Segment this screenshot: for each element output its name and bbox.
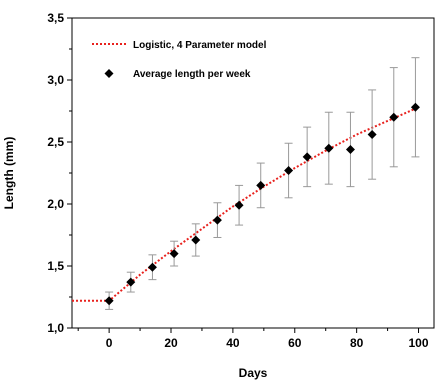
tick-layer: 0 20 40 60 80 100 1,0 1,5 2,0 2,5 3,0 3,5 xyxy=(47,11,429,350)
x-tick-label: 100 xyxy=(409,336,429,350)
data-point-diamond xyxy=(389,112,399,122)
y-tick-label: 1,5 xyxy=(47,259,64,273)
data-point-diamond xyxy=(169,249,179,259)
x-tick-label: 0 xyxy=(106,336,113,350)
data-point-group xyxy=(345,111,355,188)
data-point-diamond xyxy=(324,143,334,153)
y-tick-label: 1,0 xyxy=(47,321,64,335)
data-point-group xyxy=(410,57,420,158)
data-point-diamond xyxy=(104,296,114,306)
data-point-diamond xyxy=(284,166,294,176)
data-point-diamond xyxy=(367,130,377,140)
data-point-diamond xyxy=(410,102,420,112)
data-point-group xyxy=(147,254,157,281)
data-point-group xyxy=(302,126,312,188)
legend: Logistic, 4 Parameter model Average leng… xyxy=(92,40,267,80)
data-point-diamond xyxy=(345,144,355,154)
data-point-group xyxy=(367,89,377,180)
x-tick-label: 60 xyxy=(288,336,302,350)
data-point-diamond xyxy=(126,277,136,287)
plot-frame xyxy=(71,17,435,329)
model-curve xyxy=(72,106,419,302)
y-axis-title: Length (mm) xyxy=(2,137,16,210)
y-tick-label: 3,5 xyxy=(47,11,64,25)
x-tick-label: 80 xyxy=(350,336,364,350)
data-point-diamond xyxy=(234,200,244,210)
legend-diamond-swatch xyxy=(104,69,114,78)
y-tick-label: 3,0 xyxy=(47,73,64,87)
data-point-group xyxy=(284,142,294,199)
x-tick-label: 40 xyxy=(226,336,240,350)
x-axis-title: Days xyxy=(239,366,268,380)
data-point-group xyxy=(324,111,334,185)
data-point-diamond xyxy=(256,180,266,190)
data-point-diamond xyxy=(212,215,222,225)
data-point-group xyxy=(169,240,179,267)
data-point-group xyxy=(104,291,114,310)
data-point-group xyxy=(256,162,266,209)
plot-layer xyxy=(72,57,420,310)
y-tick-label: 2,5 xyxy=(47,135,64,149)
data-point-diamond xyxy=(191,235,201,245)
data-point-group xyxy=(234,184,244,226)
data-point-diamond xyxy=(302,152,312,162)
legend-label-model: Logistic, 4 Parameter model xyxy=(133,40,267,51)
data-point-diamond xyxy=(147,262,157,272)
y-tick-label: 2,0 xyxy=(47,197,64,211)
x-tick-label: 20 xyxy=(164,336,178,350)
data-point-group xyxy=(126,271,136,293)
data-point-group xyxy=(212,202,222,238)
data-point-group xyxy=(389,67,399,168)
legend-label-average: Average length per week xyxy=(133,69,251,80)
data-point-group xyxy=(191,223,201,257)
